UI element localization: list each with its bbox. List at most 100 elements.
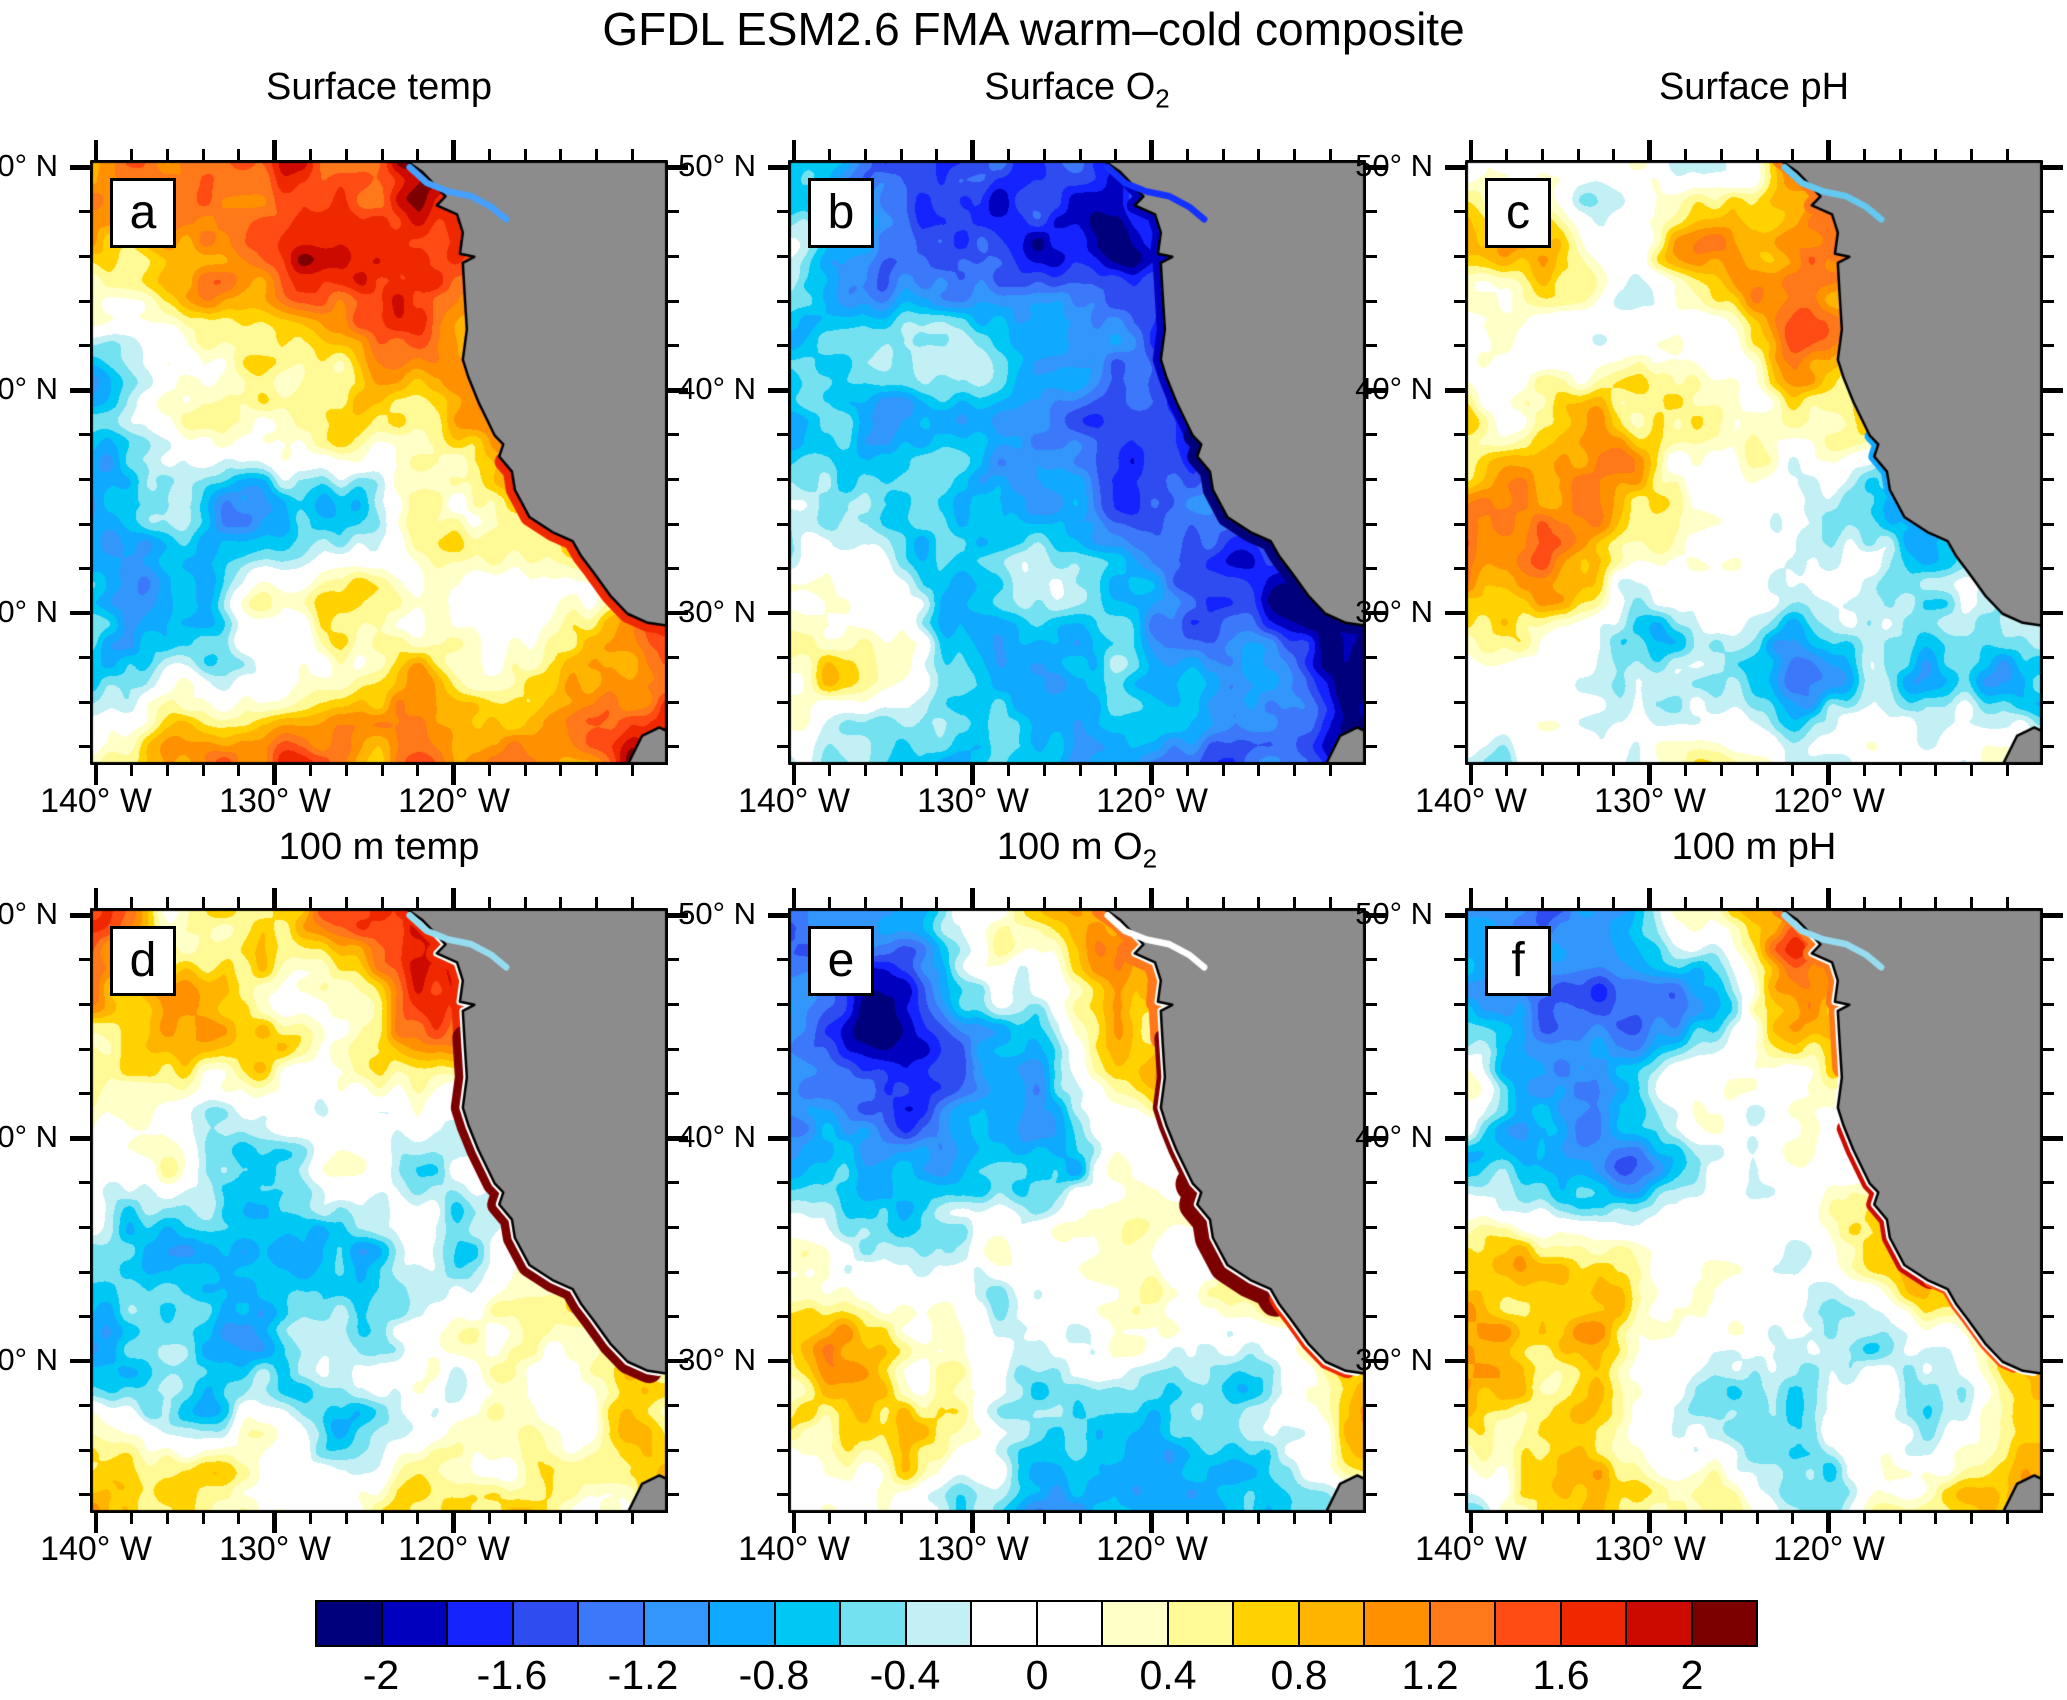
minor-tick-mark (1293, 765, 1297, 776)
minor-tick-mark (777, 522, 788, 526)
major-tick-mark (70, 165, 90, 170)
minor-tick-mark (2043, 344, 2054, 348)
panel-letter-c: c (1485, 178, 1551, 248)
major-tick-mark (70, 610, 90, 616)
minor-tick-mark (668, 344, 679, 348)
minor-tick-mark (777, 344, 788, 348)
lat-tick-label: 30° N (1355, 594, 1433, 629)
major-tick-mark (1826, 140, 1831, 160)
minor-tick-mark (1934, 1513, 1938, 1524)
minor-tick-mark (523, 1513, 527, 1524)
lon-tick-label: 130° W (1594, 1530, 1706, 1568)
lat-tick-label: 40° N (1355, 371, 1433, 406)
minor-tick-mark (2043, 1493, 2054, 1497)
minor-tick-mark (2043, 254, 2054, 258)
minor-tick-mark (828, 1513, 832, 1524)
minor-tick-mark (777, 656, 788, 660)
major-tick-mark (668, 913, 688, 918)
minor-tick-mark (1114, 1513, 1118, 1524)
lon-tick-label: 120° W (398, 782, 510, 820)
minor-tick-mark (2043, 745, 2054, 749)
minor-tick-mark (1454, 1181, 1465, 1185)
major-tick-mark (668, 1358, 688, 1364)
colorbar-cell (577, 1602, 643, 1645)
colorbar-cell (446, 1602, 512, 1645)
minor-tick-mark (380, 897, 384, 908)
minor-tick-mark (559, 765, 563, 776)
minor-tick-mark (1719, 149, 1723, 160)
minor-tick-mark (899, 1513, 903, 1524)
minor-tick-mark (1454, 477, 1465, 481)
colorbar-cell (1428, 1602, 1494, 1645)
minor-tick-mark (1683, 897, 1687, 908)
minor-tick-mark (79, 958, 90, 962)
minor-tick-mark (130, 897, 134, 908)
minor-tick-mark (1755, 149, 1759, 160)
minor-tick-mark (344, 897, 348, 908)
minor-tick-mark (1791, 897, 1795, 908)
minor-tick-mark (79, 210, 90, 214)
minor-tick-mark (1612, 897, 1616, 908)
colorbar-cell (642, 1602, 708, 1645)
minor-tick-mark (1862, 1513, 1866, 1524)
minor-tick-mark (777, 1448, 788, 1452)
minor-tick-mark (595, 149, 599, 160)
minor-tick-mark (668, 1092, 679, 1096)
minor-tick-mark (1505, 1513, 1509, 1524)
minor-tick-mark (79, 477, 90, 481)
minor-tick-mark (1683, 1513, 1687, 1524)
major-tick-mark (1366, 1136, 1386, 1141)
major-tick-mark (2043, 388, 2063, 393)
minor-tick-mark (777, 1493, 788, 1497)
minor-tick-mark (2043, 522, 2054, 526)
major-tick-mark (272, 140, 277, 160)
lon-tick-label: 140° W (1415, 782, 1527, 820)
minor-tick-mark (1366, 1270, 1377, 1274)
minor-tick-mark (2006, 1513, 2009, 1524)
minor-tick-mark (777, 1315, 788, 1319)
major-tick-mark (768, 610, 788, 616)
map-panel-b: b (768, 140, 1386, 785)
minor-tick-mark (1366, 656, 1377, 660)
minor-tick-mark (79, 745, 90, 749)
minor-tick-mark (668, 254, 679, 258)
minor-tick-mark (1454, 210, 1465, 214)
major-tick-mark (668, 1136, 688, 1141)
minor-tick-mark (1755, 897, 1759, 908)
panel-letter-b: b (808, 178, 874, 248)
major-tick-mark (1826, 1513, 1831, 1533)
colorbar-cell (708, 1602, 774, 1645)
major-tick-mark (1149, 1513, 1154, 1533)
minor-tick-mark (777, 433, 788, 437)
major-tick-mark (768, 1358, 788, 1364)
minor-tick-mark (380, 149, 384, 160)
minor-tick-mark (523, 149, 527, 160)
minor-tick-mark (79, 1092, 90, 1096)
lon-tick-label: 130° W (219, 1530, 331, 1568)
minor-tick-mark (1366, 210, 1377, 214)
minor-tick-mark (487, 149, 491, 160)
minor-tick-mark (165, 765, 169, 776)
minor-tick-mark (595, 1513, 599, 1524)
minor-tick-mark (2043, 433, 2054, 437)
panel-title-d: 100 m temp (90, 826, 668, 869)
colorbar-tick-label: -1.2 (607, 1652, 679, 1698)
minor-tick-mark (487, 897, 491, 908)
minor-tick-mark (1221, 765, 1225, 776)
minor-tick-mark (523, 897, 527, 908)
minor-tick-mark (1454, 344, 1465, 348)
lon-tick-label: 130° W (1594, 782, 1706, 820)
lat-tick-label: 30° N (0, 594, 58, 629)
minor-tick-mark (1755, 1513, 1759, 1524)
minor-tick-mark (1366, 299, 1377, 303)
minor-tick-mark (165, 149, 169, 160)
lat-tick-label: 50° N (0, 896, 58, 931)
lon-tick-label: 140° W (40, 1530, 152, 1568)
minor-tick-mark (1612, 1513, 1616, 1524)
minor-tick-mark (2043, 299, 2054, 303)
major-tick-mark (451, 765, 456, 785)
minor-tick-mark (79, 567, 90, 571)
lat-tick-label: 40° N (678, 371, 756, 406)
minor-tick-mark (1185, 765, 1189, 776)
minor-tick-mark (1454, 745, 1465, 749)
